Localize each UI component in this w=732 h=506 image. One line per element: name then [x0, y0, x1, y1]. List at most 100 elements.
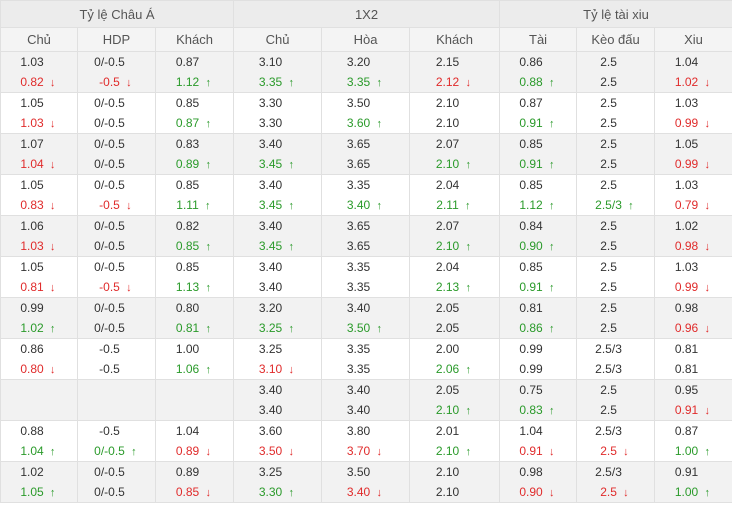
odds-cell[interactable]	[0, 379, 78, 421]
odds-cell[interactable]: 3.50 3.60 ↑	[321, 92, 411, 134]
odds-cell[interactable]: 0.98 0.90 ↓	[499, 461, 578, 503]
odds-cell[interactable]: 2.10 2.10	[409, 92, 501, 134]
odds-cell[interactable]: 3.35 3.35	[321, 338, 411, 380]
table-row[interactable]: 1.05 0.81 ↓ 0/-0.5 -0.5 ↓ 0.85 1.13 ↑ 3.40 3.4…	[0, 256, 732, 298]
odds-cell[interactable]: 2.04 2.13 ↑	[409, 256, 501, 298]
table-row[interactable]: 0.86 0.80 ↓ -0.5 -0.5 1.00 1.06 ↑ 3.25 3.10 ↓…	[0, 338, 732, 380]
odds-cell[interactable]: 2.04 2.11 ↑	[409, 174, 501, 216]
odds-cell[interactable]: 0.87 0.91 ↑	[499, 92, 578, 134]
odds-cell[interactable]: 3.10 3.35 ↑	[233, 51, 323, 93]
table-row[interactable]: 0.99 1.02 ↑ 0/-0.5 0/-0.5 0.80 0.81 ↑ 3.20 3…	[0, 297, 732, 339]
odds-cell[interactable]: 0/-0.5 -0.5 ↓	[77, 51, 156, 93]
odds-cell[interactable]: 2.15 2.12 ↓	[409, 51, 501, 93]
odds-cell[interactable]: 0.85 1.11 ↑	[154, 174, 235, 216]
table-row[interactable]: 0.88 1.04 ↑ -0.5 0/-0.5 ↑ 1.04 0.89 ↓ 3.60 3.5…	[0, 420, 732, 462]
odds-cell[interactable]: 0.87 1.12 ↑	[154, 51, 235, 93]
odds-cell[interactable]: 0.80 0.81 ↑	[154, 297, 235, 339]
odds-cell[interactable]: 3.20 3.25 ↑	[233, 297, 323, 339]
odds-cell[interactable]: 1.06 1.03 ↓	[0, 215, 78, 257]
odds-cell[interactable]: 3.80 3.70 ↓	[321, 420, 411, 462]
odds-cell[interactable]: 0.86 0.80 ↓	[0, 338, 78, 380]
odds-cell[interactable]: 3.65 3.65	[321, 215, 411, 257]
odds-cell[interactable]: 0.81 0.86 ↑	[499, 297, 578, 339]
odds-cell[interactable]: 2.01 2.10 ↑	[409, 420, 501, 462]
odds-cell[interactable]: 0.82 0.85 ↑	[154, 215, 235, 257]
odds-cell[interactable]: 2.07 2.10 ↑	[409, 133, 501, 175]
odds-cell[interactable]: 2.5 2.5	[576, 256, 656, 298]
odds-cell[interactable]: 1.03 0.99 ↓	[654, 92, 732, 134]
odds-cell[interactable]: 3.40 3.45 ↑	[233, 215, 323, 257]
odds-cell[interactable]: 0/-0.5 -0.5 ↓	[77, 256, 156, 298]
odds-cell[interactable]: 3.40 3.45 ↑	[233, 174, 323, 216]
odds-cell[interactable]: 1.05 0.99 ↓	[654, 133, 732, 175]
odds-cell[interactable]: 0.85 0.91 ↑	[499, 133, 578, 175]
odds-cell[interactable]: 1.03 0.82 ↓	[0, 51, 78, 93]
odds-cell[interactable]: 3.40 3.40	[233, 379, 323, 421]
odds-cell[interactable]: 3.30 3.30	[233, 92, 323, 134]
odds-cell[interactable]: 0.75 0.83 ↑	[499, 379, 578, 421]
odds-cell[interactable]: 3.50 3.40 ↓	[321, 461, 411, 503]
table-row[interactable]: 1.03 0.82 ↓ 0/-0.5 -0.5 ↓ 0.87 1.12 ↑ 3.10 3.3…	[0, 51, 732, 93]
table-row[interactable]: 3.40 3.40 3.40 3.40 2.05 2.10 ↑ 0.75 0.83 ↑…	[0, 379, 732, 421]
odds-cell[interactable]: 0.99 0.99	[499, 338, 578, 380]
table-row[interactable]: 1.05 0.83 ↓ 0/-0.5 -0.5 ↓ 0.85 1.11 ↑ 3.40 3.4…	[0, 174, 732, 216]
odds-cell[interactable]: 1.03 0.79 ↓	[654, 174, 732, 216]
odds-cell[interactable]: 0/-0.5 0/-0.5	[77, 133, 156, 175]
odds-cell[interactable]: 1.04 0.89 ↓	[154, 420, 235, 462]
odds-cell[interactable]: 0.84 0.90 ↑	[499, 215, 578, 257]
odds-cell[interactable]: 0.86 0.88 ↑	[499, 51, 578, 93]
odds-cell[interactable]: 3.65 3.65	[321, 133, 411, 175]
odds-cell[interactable]: 0.83 0.89 ↑	[154, 133, 235, 175]
odds-cell[interactable]: 0.81 0.81	[654, 338, 732, 380]
odds-cell[interactable]: 0/-0.5 0/-0.5	[77, 297, 156, 339]
odds-cell[interactable]: 1.02 0.98 ↓	[654, 215, 732, 257]
table-row[interactable]: 1.06 1.03 ↓ 0/-0.5 0/-0.5 0.82 0.85 ↑ 3.40 3…	[0, 215, 732, 257]
odds-cell[interactable]: 3.20 3.35 ↑	[321, 51, 411, 93]
odds-cell[interactable]: 0/-0.5 -0.5 ↓	[77, 174, 156, 216]
table-row[interactable]: 1.05 1.03 ↓ 0/-0.5 0/-0.5 0.85 0.87 ↑ 3.30 3…	[0, 92, 732, 134]
odds-cell[interactable]: 0.85 0.91 ↑	[499, 256, 578, 298]
odds-cell[interactable]: 3.25 3.30 ↑	[233, 461, 323, 503]
odds-cell[interactable]: 1.05 0.81 ↓	[0, 256, 78, 298]
odds-cell[interactable]: 2.5 2.5	[576, 379, 656, 421]
odds-cell[interactable]: 0.91 1.00 ↑	[654, 461, 732, 503]
odds-cell[interactable]: 2.05 2.10 ↑	[409, 379, 501, 421]
odds-cell[interactable]: 2.5 2.5	[576, 51, 656, 93]
odds-cell[interactable]: 3.40 3.40	[321, 379, 411, 421]
odds-cell[interactable]: 0.88 1.04 ↑	[0, 420, 78, 462]
odds-cell[interactable]: 2.07 2.10 ↑	[409, 215, 501, 257]
odds-cell[interactable]: 2.5/3 2.5 ↓	[576, 420, 656, 462]
odds-cell[interactable]: 3.40 3.45 ↑	[233, 133, 323, 175]
odds-cell[interactable]: 0.85 1.13 ↑	[154, 256, 235, 298]
odds-cell[interactable]: -0.5 -0.5	[77, 338, 156, 380]
odds-cell[interactable]: 0.89 0.85 ↓	[154, 461, 235, 503]
odds-cell[interactable]: 2.05 2.05	[409, 297, 501, 339]
table-row[interactable]: 1.07 1.04 ↓ 0/-0.5 0/-0.5 0.83 0.89 ↑ 3.40 3…	[0, 133, 732, 175]
odds-cell[interactable]: 0.85 0.87 ↑	[154, 92, 235, 134]
odds-cell[interactable]: 3.35 3.40 ↑	[321, 174, 411, 216]
odds-cell[interactable]: 3.60 3.50 ↓	[233, 420, 323, 462]
odds-cell[interactable]: 0/-0.5 0/-0.5	[77, 92, 156, 134]
odds-cell[interactable]: -0.5 0/-0.5 ↑	[77, 420, 156, 462]
odds-cell[interactable]: 1.05 1.03 ↓	[0, 92, 78, 134]
odds-cell[interactable]: 2.5 2.5/3 ↑	[576, 174, 656, 216]
odds-cell[interactable]: 2.5 2.5	[576, 133, 656, 175]
odds-cell[interactable]: 1.00 1.06 ↑	[154, 338, 235, 380]
table-row[interactable]: 1.02 1.05 ↑ 0/-0.5 0/-0.5 0.89 0.85 ↓ 3.25 3…	[0, 461, 732, 503]
odds-cell[interactable]: 1.03 0.99 ↓	[654, 256, 732, 298]
odds-cell[interactable]: 0.85 1.12 ↑	[499, 174, 578, 216]
odds-cell[interactable]: 1.07 1.04 ↓	[0, 133, 78, 175]
odds-cell[interactable]: 2.00 2.06 ↑	[409, 338, 501, 380]
odds-cell[interactable]: 1.04 1.02 ↓	[654, 51, 732, 93]
odds-cell[interactable]: 0.99 1.02 ↑	[0, 297, 78, 339]
odds-cell[interactable]: 2.10 2.10	[409, 461, 501, 503]
odds-cell[interactable]: 0/-0.5 0/-0.5	[77, 461, 156, 503]
odds-cell[interactable]: 1.02 1.05 ↑	[0, 461, 78, 503]
odds-cell[interactable]: 0.87 1.00 ↑	[654, 420, 732, 462]
odds-cell[interactable]: 3.25 3.10 ↓	[233, 338, 323, 380]
odds-cell[interactable]: 0/-0.5 0/-0.5	[77, 215, 156, 257]
odds-cell[interactable]: 2.5/3 2.5 ↓	[576, 461, 656, 503]
odds-cell[interactable]: 1.05 0.83 ↓	[0, 174, 78, 216]
odds-cell[interactable]: 0.95 0.91 ↓	[654, 379, 732, 421]
odds-cell[interactable]: 3.40 3.40	[233, 256, 323, 298]
